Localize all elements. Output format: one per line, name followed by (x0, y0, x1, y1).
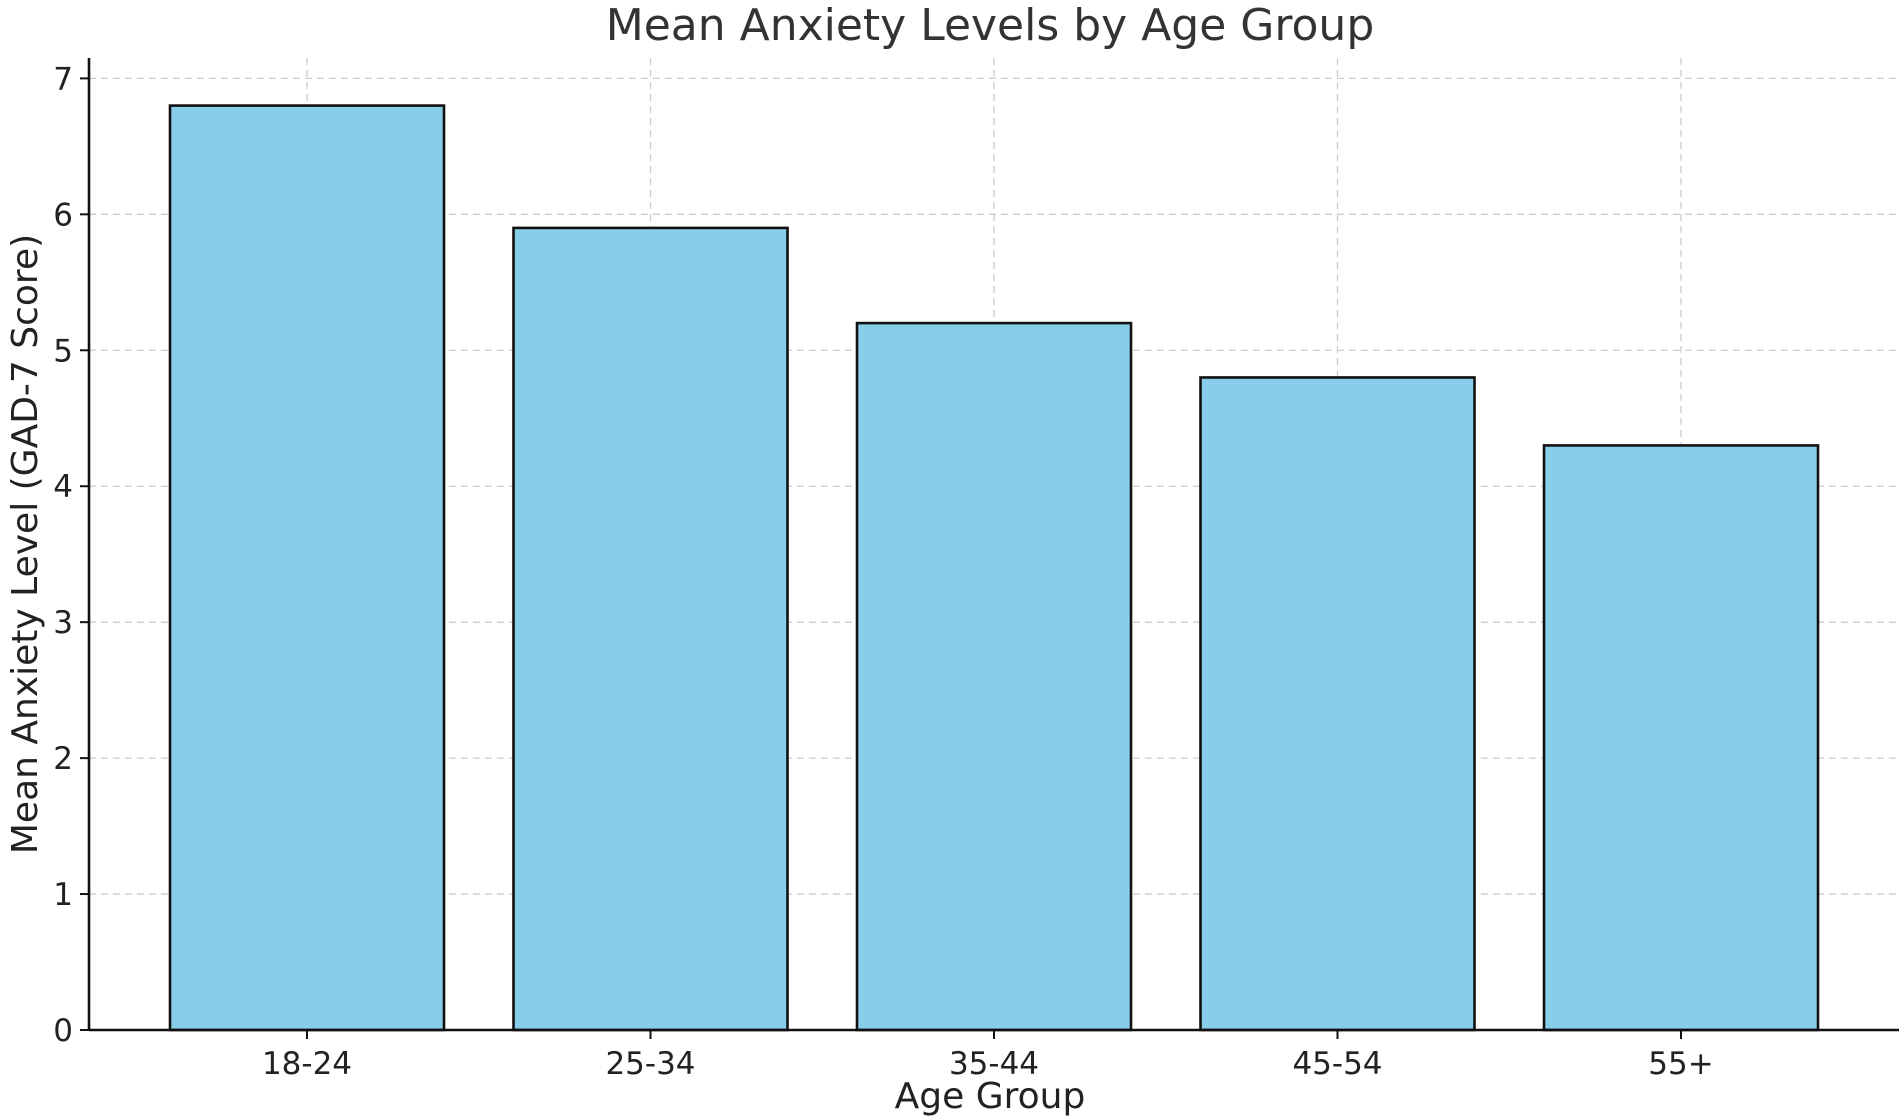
y-axis-label: Mean Anxiety Level (GAD-7 Score) (5, 234, 46, 854)
y-tick-label: 3 (53, 605, 73, 641)
x-tick-label: 55+ (1648, 1046, 1713, 1082)
y-tick-label: 2 (53, 741, 73, 777)
bar-18-24 (168, 104, 446, 1032)
x-tick-label: 18-24 (262, 1046, 352, 1082)
y-tick-label: 6 (53, 197, 73, 233)
y-tick-label: 7 (53, 61, 73, 97)
x-axis-label: Age Group (895, 1076, 1086, 1117)
bar-25-34 (512, 226, 789, 1032)
bar-35-44 (855, 321, 1133, 1032)
y-tick-label: 0 (53, 1013, 73, 1049)
tick-labels: 0 1 2 3 4 5 6 7 18-24 25-34 35-44 45-54 55+ (53, 61, 1713, 1082)
x-tick-label: 35-44 (949, 1046, 1039, 1082)
bars (168, 104, 1820, 1032)
y-tick-label: 4 (53, 469, 73, 505)
y-tick-label: 5 (53, 333, 73, 369)
y-tick-label: 1 (53, 877, 73, 913)
x-tick-label: 25-34 (605, 1046, 695, 1082)
x-tick-label: 45-54 (1292, 1046, 1382, 1082)
bar-45-54 (1199, 376, 1476, 1032)
bar-55+ (1542, 444, 1820, 1032)
chart-title: Mean Anxiety Levels by Age Group (606, 0, 1375, 51)
